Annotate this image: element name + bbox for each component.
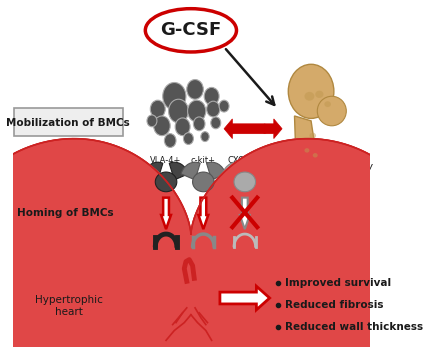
Text: Mobilization of BMCs: Mobilization of BMCs xyxy=(6,118,130,128)
Circle shape xyxy=(204,88,218,105)
Wedge shape xyxy=(222,162,241,180)
Polygon shape xyxy=(0,139,429,350)
Circle shape xyxy=(153,116,170,136)
FancyBboxPatch shape xyxy=(13,198,116,226)
Polygon shape xyxy=(198,198,208,229)
Polygon shape xyxy=(161,198,171,229)
Polygon shape xyxy=(239,198,249,229)
Circle shape xyxy=(164,134,175,147)
Wedge shape xyxy=(169,162,188,180)
Text: Reduced fibrosis: Reduced fibrosis xyxy=(284,300,382,310)
Circle shape xyxy=(147,115,157,127)
Text: Bone
marrow: Bone marrow xyxy=(330,150,373,172)
Ellipse shape xyxy=(314,91,323,98)
Wedge shape xyxy=(206,162,225,180)
Text: G-CSF: G-CSF xyxy=(160,21,221,39)
Text: Homing of BMCs: Homing of BMCs xyxy=(17,208,113,218)
Ellipse shape xyxy=(304,92,313,101)
Text: CXCR4+: CXCR4+ xyxy=(227,156,261,165)
Wedge shape xyxy=(247,162,267,180)
Wedge shape xyxy=(181,162,200,180)
Polygon shape xyxy=(219,286,269,310)
Circle shape xyxy=(183,133,193,145)
Circle shape xyxy=(210,117,220,129)
Circle shape xyxy=(187,100,206,122)
Polygon shape xyxy=(294,116,317,214)
Ellipse shape xyxy=(192,172,214,192)
Wedge shape xyxy=(144,162,163,180)
Polygon shape xyxy=(232,119,281,139)
Circle shape xyxy=(206,101,219,117)
Ellipse shape xyxy=(304,148,309,153)
Ellipse shape xyxy=(309,133,315,139)
Ellipse shape xyxy=(233,172,255,192)
Text: c-kit+: c-kit+ xyxy=(190,156,215,165)
Circle shape xyxy=(200,132,209,141)
Text: Reduced wall thickness: Reduced wall thickness xyxy=(284,322,422,331)
Text: VLA-4+: VLA-4+ xyxy=(150,156,181,165)
Polygon shape xyxy=(0,139,429,350)
Ellipse shape xyxy=(155,172,176,192)
Circle shape xyxy=(175,118,190,136)
Ellipse shape xyxy=(324,101,330,107)
Text: Improved survival: Improved survival xyxy=(284,278,390,288)
Ellipse shape xyxy=(316,96,345,126)
Ellipse shape xyxy=(312,153,317,158)
Circle shape xyxy=(163,83,185,110)
Text: VCAM-1: VCAM-1 xyxy=(148,267,183,276)
Text: SCF: SCF xyxy=(194,267,212,276)
Polygon shape xyxy=(224,119,236,139)
Circle shape xyxy=(150,100,165,118)
Circle shape xyxy=(168,99,188,123)
FancyBboxPatch shape xyxy=(13,108,123,136)
Ellipse shape xyxy=(145,9,236,52)
Text: Hypertrophic
heart: Hypertrophic heart xyxy=(35,295,103,317)
Circle shape xyxy=(193,117,205,131)
Circle shape xyxy=(218,100,228,112)
Circle shape xyxy=(186,79,203,99)
Ellipse shape xyxy=(288,64,333,118)
Text: SDF-1: SDF-1 xyxy=(231,267,258,276)
